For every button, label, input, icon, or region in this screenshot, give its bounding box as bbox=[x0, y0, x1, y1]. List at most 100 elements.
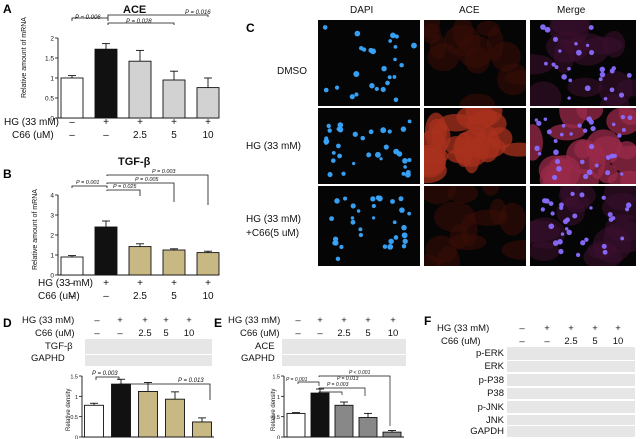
panel-e-p3: P = 0.003 bbox=[327, 382, 349, 388]
panel-c-row-hgc66-1: HG (33 mM) bbox=[246, 214, 301, 225]
panel-e-p4: P < 0.001 bbox=[349, 370, 371, 376]
chartA-tick-label: 2 bbox=[50, 36, 54, 43]
panel-d-blot-label-1: TGF-β bbox=[45, 341, 73, 352]
chartD-tick-label: 0.5 bbox=[70, 415, 78, 421]
condF-c66-3: 2.5 bbox=[564, 336, 577, 347]
condF-c66-5: 10 bbox=[613, 336, 624, 347]
chartB-tick-label: 4 bbox=[50, 193, 54, 200]
chartA-bar-2 bbox=[94, 48, 118, 119]
chartA-tick-label: 1 bbox=[50, 76, 54, 83]
panel-c-hg-ace bbox=[424, 108, 526, 184]
condB-hg-5: + bbox=[205, 278, 211, 289]
chartE-tick-label: 1 bbox=[277, 395, 280, 401]
panel-f-hg-label: HG (33 mM) bbox=[437, 323, 489, 334]
panel-a-bracket-1 bbox=[71, 17, 109, 21]
panel-a-bracket-2 bbox=[107, 22, 175, 25]
panel-c-hg-merge bbox=[530, 108, 636, 184]
panel-a-title: ACE bbox=[123, 4, 146, 16]
chartB-tick-label: 2 bbox=[50, 233, 54, 240]
panel-d-c66-label: C66 (uM) bbox=[35, 328, 75, 339]
condF-hg-4: + bbox=[592, 323, 598, 334]
panel-c-row-hgc66-2: +C66(5 uM) bbox=[246, 228, 299, 239]
chartB-tick-label: 0 bbox=[50, 273, 54, 280]
panel-a-hg-label: HG (33 mM) bbox=[4, 117, 59, 128]
condA-hg-3: + bbox=[137, 117, 143, 128]
condE-c66-1: – bbox=[295, 328, 301, 339]
condD-hg-3: + bbox=[142, 315, 148, 326]
micrograph bbox=[424, 186, 526, 266]
panel-c-hg-dapi bbox=[318, 108, 420, 184]
panel-e-p1: P = 0.001 bbox=[286, 377, 308, 383]
panel-b-conditions: – – + – +2.5 +5 +10 bbox=[69, 278, 214, 302]
panel-e-blot-gaphd bbox=[282, 355, 406, 366]
panel-e-ylabel: Relative density bbox=[271, 389, 277, 431]
panel-e-conditions: – – + – +2.5 +5 +10 bbox=[295, 315, 398, 339]
panel-c-dmso-merge bbox=[530, 20, 636, 106]
chartE-bar-5 bbox=[382, 431, 402, 438]
panel-a-ylabel: Relative amount of mRNA bbox=[21, 17, 28, 98]
panel-d-blot-tgfb bbox=[85, 339, 212, 354]
panel-b-bracket-2 bbox=[106, 189, 141, 196]
panel-c-hgc66-merge bbox=[530, 186, 636, 266]
panel-f-blot-perk bbox=[507, 347, 635, 360]
chartD-bar-3 bbox=[138, 391, 158, 438]
micrograph bbox=[329, 195, 412, 262]
panel-e-bracket-4 bbox=[318, 375, 391, 426]
panel-c-row-hg: HG (33 mM) bbox=[246, 141, 301, 152]
panel-e-blot-label-1: ACE bbox=[255, 341, 275, 352]
panel-b-p2: P = 0.025 bbox=[113, 184, 137, 190]
chartE-bar-4 bbox=[358, 417, 378, 438]
condD-hg-5: + bbox=[186, 315, 192, 326]
condF-hg-2: + bbox=[544, 323, 550, 334]
panel-e-blot-ace bbox=[282, 339, 406, 354]
micrograph bbox=[530, 186, 636, 266]
chartD-tick-label: 1 bbox=[75, 395, 78, 401]
panel-b-title: TGF-β bbox=[118, 156, 151, 168]
panel-e-p2: P = 0.013 bbox=[337, 376, 359, 382]
panel-d-hg-label: HG (33 mM) bbox=[22, 315, 74, 326]
panel-b-p3: P = 0.005 bbox=[135, 177, 159, 183]
condE-hg-1: – bbox=[295, 315, 301, 326]
panel-e-chart: 0 0.5 1 1.5 bbox=[272, 375, 404, 439]
chartD-bar-5 bbox=[192, 421, 212, 438]
condA-c66-5: 10 bbox=[202, 130, 214, 141]
condF-c66-2: – bbox=[544, 336, 550, 347]
chartB-bar-5 bbox=[196, 252, 220, 276]
condD-c66-5: 10 bbox=[184, 328, 195, 339]
panel-d-p2: P = 0.013 bbox=[178, 378, 204, 384]
condA-c66-3: 2.5 bbox=[133, 130, 147, 141]
condD-c66-3: 2.5 bbox=[138, 328, 151, 339]
chartA-tick-label: 0.5 bbox=[45, 96, 54, 103]
panel-e-bracket-2 bbox=[318, 387, 366, 396]
chartE-bar-1 bbox=[286, 412, 306, 438]
condB-c66-3: 2.5 bbox=[133, 291, 147, 302]
chartD-bar-2 bbox=[111, 383, 131, 438]
chartA-tick-label: 0 bbox=[50, 116, 54, 123]
condE-c66-5: 10 bbox=[388, 328, 399, 339]
chartD-tick-label: 0 bbox=[75, 436, 78, 439]
panel-c-dmso-ace bbox=[424, 20, 526, 106]
chartD-tick-label: 1.5 bbox=[70, 375, 78, 381]
micrograph bbox=[323, 119, 412, 178]
panel-a-conditions: – – + – +2.5 +5 +10 bbox=[69, 117, 214, 141]
chartB-tick-label: 1 bbox=[50, 253, 54, 260]
panel-c-hgc66-ace bbox=[424, 186, 526, 266]
condE-c66-2: – bbox=[317, 328, 323, 339]
panel-e-hg-label: HG (33 mM) bbox=[228, 315, 280, 326]
chartA-bar-5 bbox=[196, 87, 220, 119]
condA-hg-4: + bbox=[171, 117, 177, 128]
panel-d-bracket-2 bbox=[118, 383, 211, 400]
chartB-bar-2 bbox=[94, 226, 118, 276]
panel-e-c66-label: C66 (uM) bbox=[240, 328, 280, 339]
micrograph bbox=[322, 25, 417, 103]
panel-b-p4: P = 0.003 bbox=[152, 169, 176, 175]
panel-b-chart: 0 1 2 3 4 bbox=[50, 193, 220, 280]
panel-b-bracket-4 bbox=[106, 174, 209, 205]
panel-a-p2: P = 0.028 bbox=[126, 19, 152, 25]
chartD-bar-1 bbox=[84, 404, 104, 438]
micrograph bbox=[424, 20, 526, 106]
condA-c66-4: 5 bbox=[171, 130, 177, 141]
panel-d-chart: 0 0.5 1 1.5 bbox=[70, 375, 214, 439]
micrograph bbox=[424, 108, 526, 184]
